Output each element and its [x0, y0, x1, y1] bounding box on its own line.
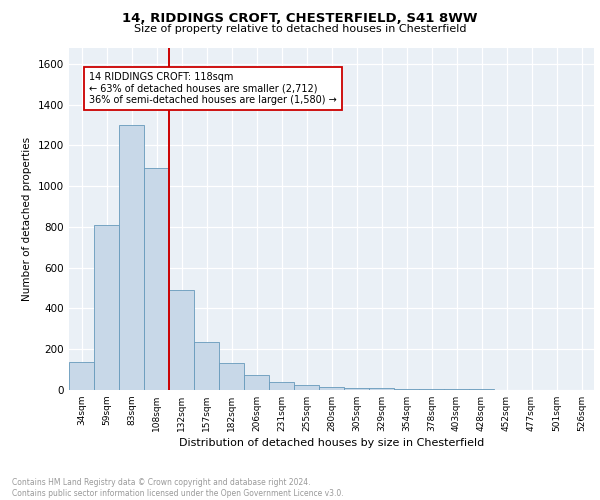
Bar — [94, 225, 119, 390]
Bar — [444, 389, 469, 390]
Text: Size of property relative to detached houses in Chesterfield: Size of property relative to detached ho… — [134, 24, 466, 34]
Bar — [469, 389, 494, 390]
Bar — [244, 375, 269, 390]
Bar — [294, 385, 319, 390]
Bar — [419, 389, 444, 390]
Bar — [269, 382, 294, 390]
Y-axis label: Number of detached properties: Number of detached properties — [22, 136, 32, 301]
Bar — [219, 363, 244, 390]
Bar — [69, 362, 94, 390]
X-axis label: Distribution of detached houses by size in Chesterfield: Distribution of detached houses by size … — [179, 438, 484, 448]
Text: Contains HM Land Registry data © Crown copyright and database right 2024.
Contai: Contains HM Land Registry data © Crown c… — [12, 478, 344, 498]
Bar — [169, 290, 194, 390]
Bar — [194, 342, 219, 390]
Text: 14 RIDDINGS CROFT: 118sqm
← 63% of detached houses are smaller (2,712)
36% of se: 14 RIDDINGS CROFT: 118sqm ← 63% of detac… — [89, 72, 337, 105]
Bar — [394, 389, 419, 390]
Bar — [344, 388, 369, 390]
Bar — [144, 168, 169, 390]
Bar — [319, 387, 344, 390]
Bar — [369, 388, 394, 390]
Bar — [119, 125, 144, 390]
Text: 14, RIDDINGS CROFT, CHESTERFIELD, S41 8WW: 14, RIDDINGS CROFT, CHESTERFIELD, S41 8W… — [122, 12, 478, 26]
